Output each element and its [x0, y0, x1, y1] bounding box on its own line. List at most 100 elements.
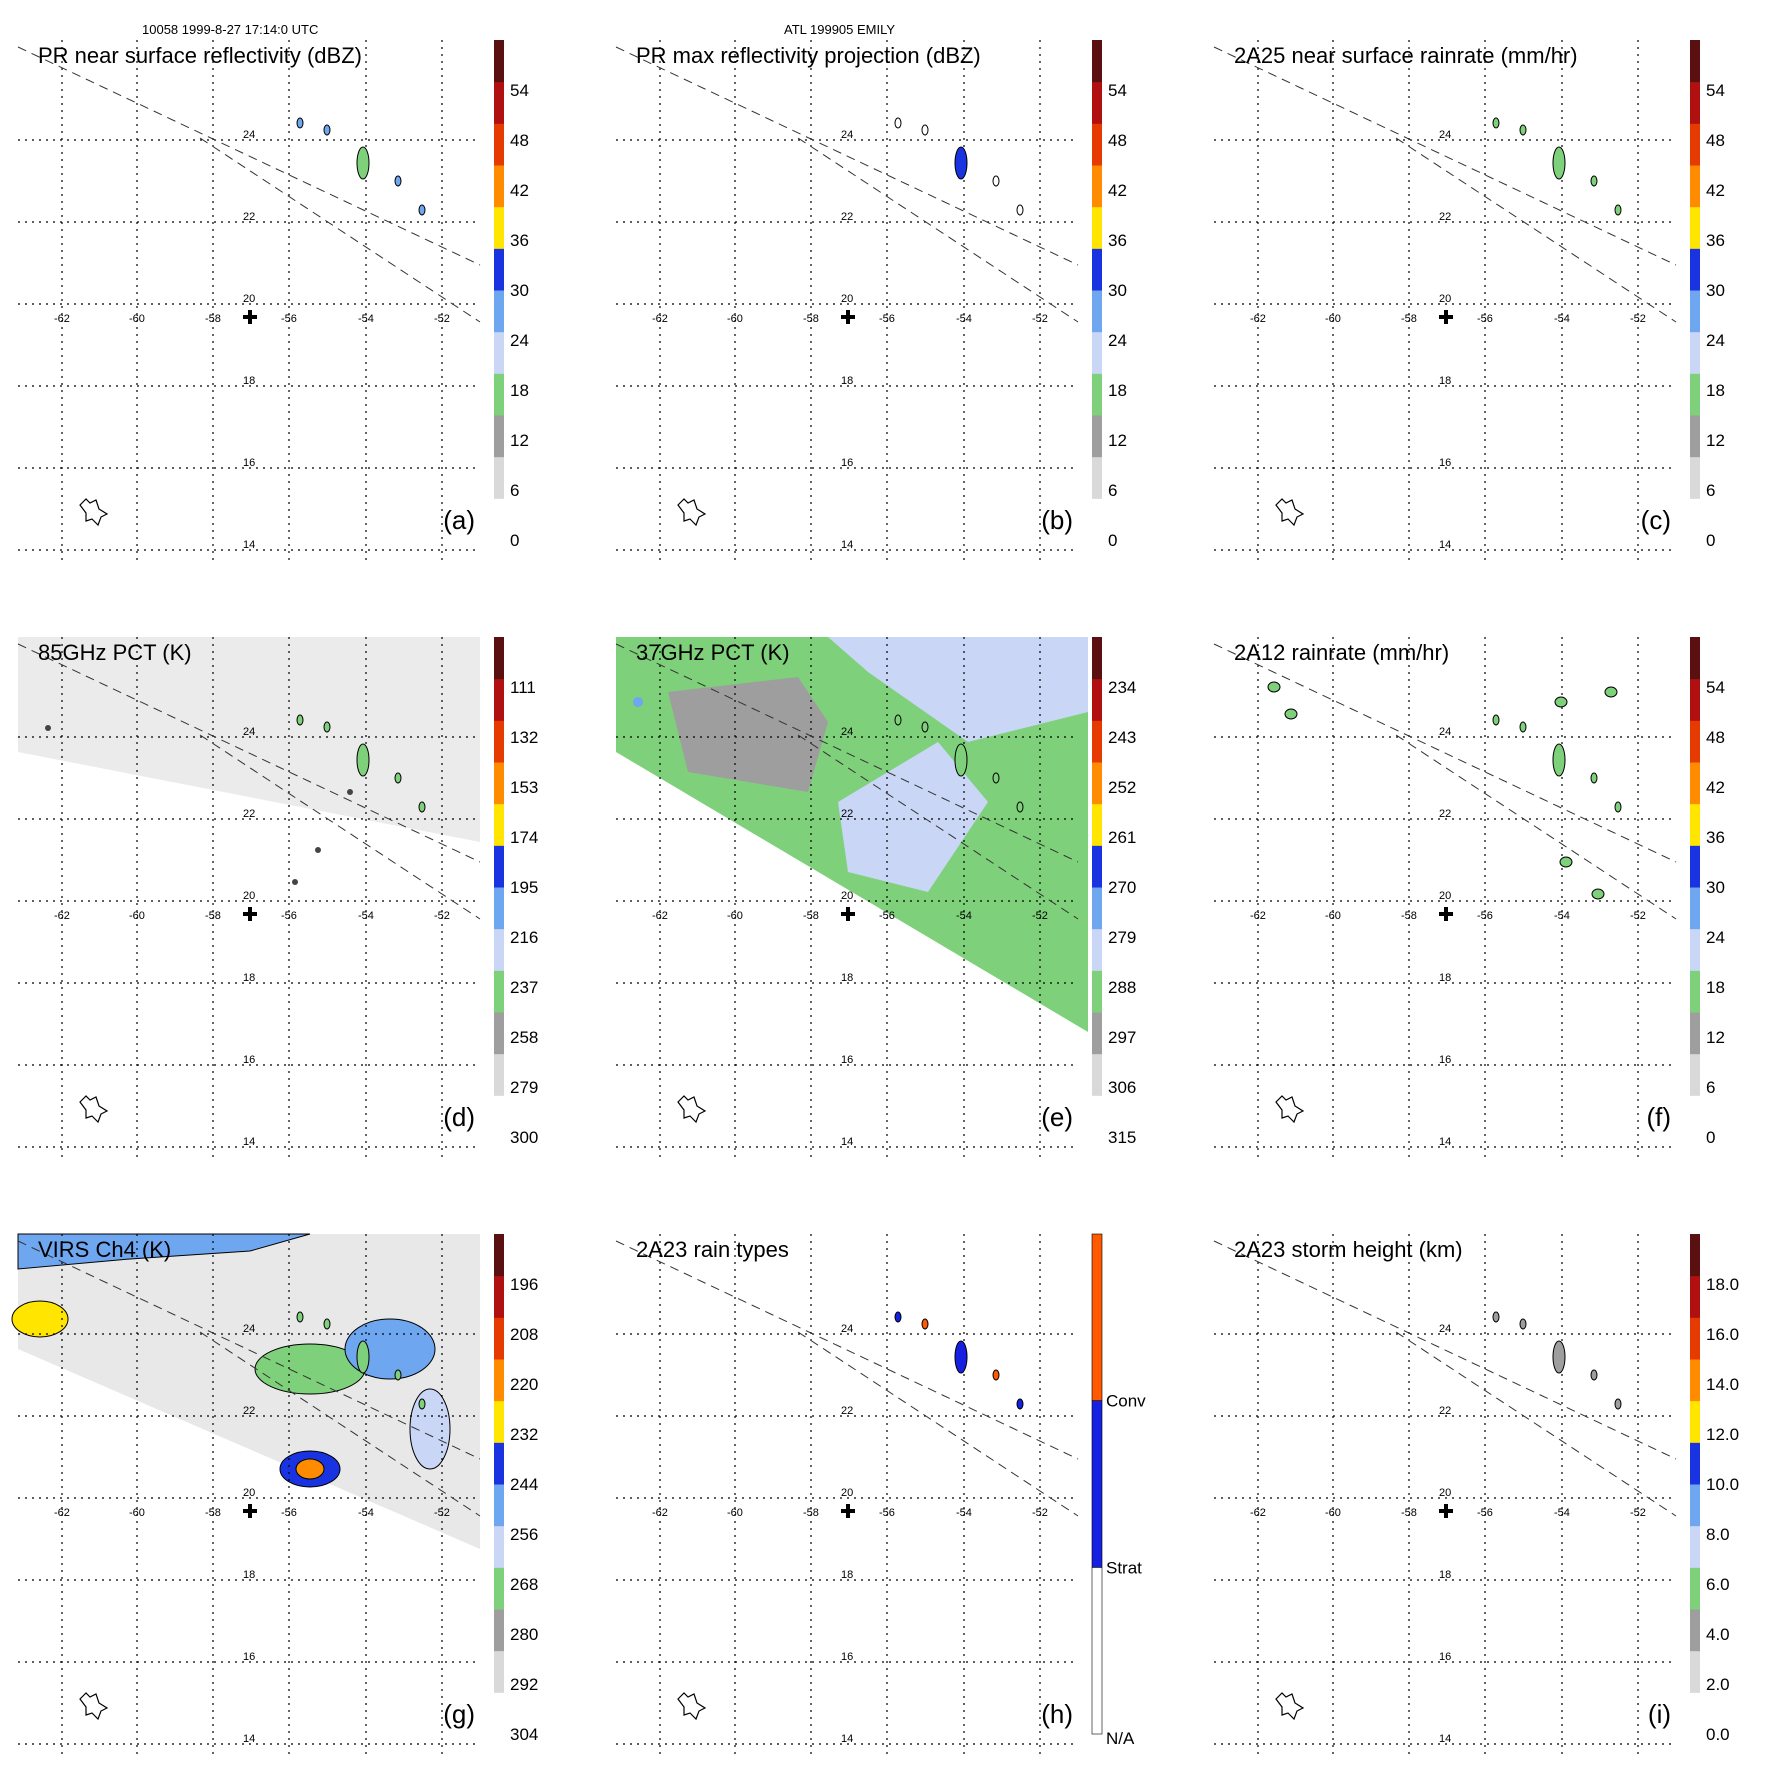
colorbar-label: 292	[510, 1675, 538, 1694]
colorbar-segment	[1690, 477, 1700, 499]
latitude-label: 24	[1439, 129, 1451, 141]
cloud-cluster	[409, 1388, 451, 1470]
colorbar-segment	[1690, 1275, 1700, 1297]
colorbar-label: 306	[1108, 1078, 1136, 1097]
latitude-label: 24	[841, 129, 853, 141]
longitude-label: -62	[652, 313, 668, 325]
panel-i: -62 -60 -58 -56 -54 -52 24 22 20 18 16 14 0.0 2.0 4.0 6…	[1206, 1229, 1746, 1769]
latitude-label: 18	[1439, 1569, 1451, 1581]
colorbar-segment	[1690, 1671, 1700, 1693]
map-grid: -62 -60 -58 -56 -54 -52 24 22 20 18 16 14	[18, 1234, 480, 1759]
colorbar-segment	[1092, 991, 1102, 1013]
plus-icon	[841, 907, 855, 921]
rain-cell	[992, 175, 1000, 187]
longitude-label: -54	[956, 910, 972, 922]
swath-edge-line	[199, 1331, 481, 1517]
panel-d-plot: -62 -60 -58 -56 -54 -52 24 22 20 18 16 14 300 279 258 2…	[17, 637, 538, 1162]
colorbar-label: 270	[1108, 878, 1136, 897]
latitude-label: 20	[243, 1487, 255, 1499]
colorbar-segment	[1690, 1317, 1700, 1339]
colorbar-segment	[1690, 1504, 1700, 1527]
colorbar-segment	[1092, 803, 1102, 825]
colorbar-label: 8.0	[1706, 1525, 1730, 1544]
latitude-label: 18	[243, 375, 255, 387]
colorbar-segment	[494, 970, 504, 992]
colorbar-segment	[494, 1379, 504, 1402]
latitude-label: 16	[1439, 1054, 1451, 1066]
rain-cells	[894, 117, 1024, 216]
colorbar-label: 0	[1108, 531, 1117, 550]
panel-b-plot: -62 -60 -58 -56 -54 -52 24 22 20 18 16 14 0 6 12 18 24 30…	[615, 40, 1127, 565]
latitude-label: 14	[841, 1136, 853, 1148]
colorbar-label: 24	[510, 331, 529, 350]
longitude-label: -52	[434, 910, 450, 922]
colorbar-segment	[494, 1116, 504, 1138]
rain-cell	[1590, 772, 1598, 784]
rain-cell	[1016, 204, 1024, 216]
latitude-label: 20	[243, 890, 255, 902]
colorbar-segment	[494, 1546, 504, 1568]
plus-icon	[1439, 907, 1453, 921]
swath-edge-line	[615, 46, 1079, 266]
colorbar-segment	[494, 637, 504, 659]
panel-title: 2A23 storm height (km)	[1234, 1237, 1463, 1262]
colorbar-segment	[1092, 477, 1102, 499]
rain-cell	[1552, 1340, 1566, 1374]
panel-g-plot: -62 -60 -58 -56 -54 -52 24 22 20 18 16 14 304 292 280 2…	[11, 1233, 538, 1759]
panel-b: -62 -60 -58 -56 -54 -52 24 22 20 18 16 14 0 6 12 18 24 30…	[608, 35, 1148, 575]
longitude-label: -58	[803, 313, 819, 325]
colorbar-segment	[1690, 657, 1700, 680]
colorbar-segment	[1092, 269, 1102, 291]
colorbar-label: 42	[1706, 778, 1725, 797]
colorbar-label: 280	[510, 1625, 538, 1644]
colorbar: 315 306 297 288 279 270 261 252 243 234	[1092, 637, 1136, 1147]
panel-title: 2A25 near surface rainrate (mm/hr)	[1234, 43, 1578, 68]
panel-label: (b)	[1041, 505, 1073, 535]
latitude-label: 22	[1439, 808, 1451, 820]
latitude-label: 24	[243, 129, 255, 141]
latitude-label: 18	[243, 972, 255, 984]
colorbar-label: 0	[1706, 531, 1715, 550]
longitude-label: -52	[1630, 313, 1646, 325]
swath-edge-line	[1395, 137, 1677, 323]
colorbar-segment	[1092, 519, 1102, 541]
colorbar-label: 36	[510, 231, 529, 250]
longitude-label: -56	[879, 910, 895, 922]
ice-region	[838, 742, 988, 892]
colorbar-segment	[1690, 637, 1700, 659]
rain-cell	[992, 1369, 1000, 1381]
panel-e-plot: -62 -60 -58 -56 -54 -52 24 22 20 18 16 14 315 306 297 2…	[615, 637, 1136, 1162]
colorbar-label: 24	[1706, 928, 1725, 947]
colorbar-segment	[1092, 887, 1102, 909]
colorbar-segment	[1092, 1095, 1102, 1117]
colorbar-segment	[1690, 498, 1700, 520]
colorbar-segment	[1092, 949, 1102, 971]
longitude-label: -58	[803, 910, 819, 922]
colorbar-segment	[494, 310, 504, 333]
colorbar-label: 4.0	[1706, 1625, 1730, 1644]
colorbar-segment	[1690, 81, 1700, 103]
colorbar-segment	[1690, 1463, 1700, 1485]
rain-cell	[418, 801, 426, 813]
latitude-label: 24	[1439, 1323, 1451, 1335]
colorbar-label: 0	[510, 531, 519, 550]
colorbar-segment	[494, 331, 504, 353]
latitude-label: 18	[1439, 375, 1451, 387]
colorbar-label: 196	[510, 1275, 538, 1294]
longitude-label: -56	[1477, 313, 1493, 325]
longitude-label: -52	[1032, 1507, 1048, 1519]
colorbar-label: 6	[1108, 481, 1117, 500]
colorbar-segment	[494, 165, 504, 187]
longitude-label: -60	[1325, 910, 1341, 922]
pr-swath-edges	[615, 46, 1079, 323]
swath-edge-line	[1213, 643, 1677, 863]
colorbar-segment	[1690, 1296, 1700, 1318]
rain-cell	[1559, 856, 1573, 868]
colorbar-segment	[494, 824, 504, 846]
panel-label: (f)	[1646, 1102, 1671, 1132]
rain-cells	[1492, 117, 1622, 216]
longitude-label: -60	[1325, 313, 1341, 325]
panel-h: -62 -60 -58 -56 -54 -52 24 22 20 18 16 14 N/A Strat Co…	[608, 1229, 1148, 1769]
latitude-label: 22	[243, 211, 255, 223]
rain-cells	[1492, 1311, 1622, 1410]
